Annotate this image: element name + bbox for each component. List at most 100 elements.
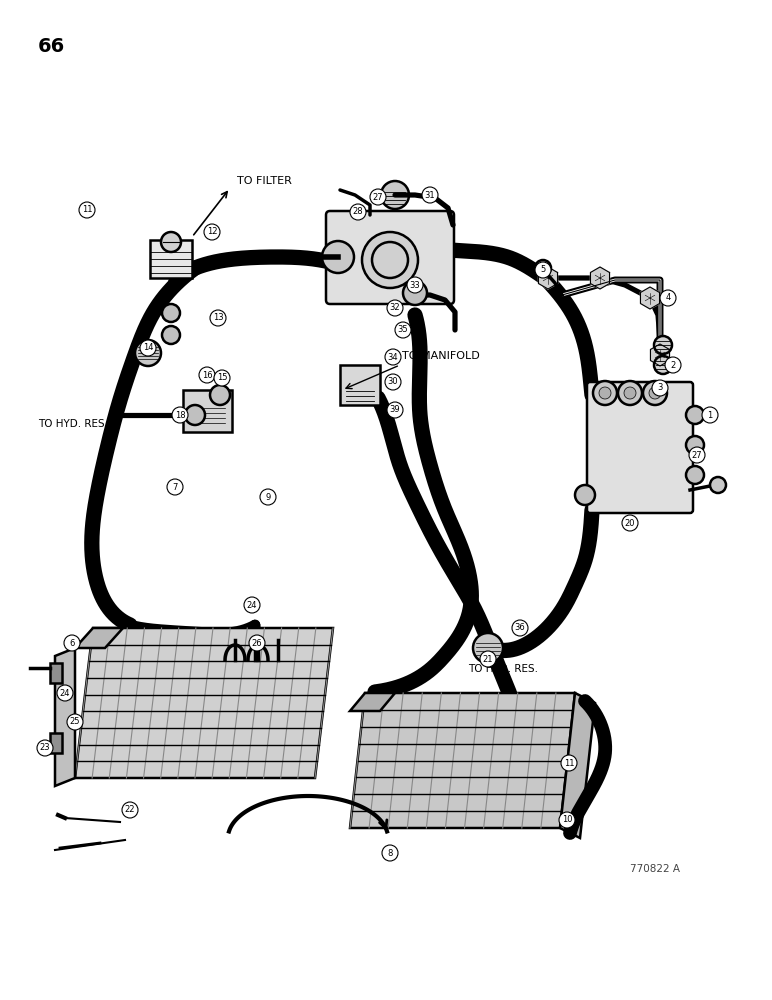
Circle shape (122, 802, 138, 818)
Polygon shape (560, 693, 595, 838)
Text: 10: 10 (562, 816, 572, 824)
Text: 27: 27 (373, 192, 384, 202)
Circle shape (199, 367, 215, 383)
Text: 32: 32 (390, 304, 401, 312)
Text: 16: 16 (201, 370, 212, 379)
Polygon shape (75, 628, 333, 778)
Polygon shape (591, 267, 610, 289)
Circle shape (618, 381, 642, 405)
Text: 20: 20 (625, 518, 635, 528)
Text: 2: 2 (670, 360, 676, 369)
Text: 3: 3 (657, 383, 662, 392)
Text: 31: 31 (425, 190, 435, 200)
Text: 18: 18 (174, 410, 185, 420)
Polygon shape (75, 628, 123, 648)
FancyBboxPatch shape (587, 382, 693, 513)
Text: 14: 14 (143, 344, 154, 353)
FancyBboxPatch shape (340, 365, 380, 405)
Text: TO FILTER: TO FILTER (237, 176, 292, 186)
Text: 36: 36 (515, 624, 526, 633)
Circle shape (535, 260, 551, 276)
Text: 35: 35 (398, 326, 408, 334)
Text: 8: 8 (388, 848, 393, 857)
Circle shape (249, 635, 265, 651)
Circle shape (395, 322, 411, 338)
Circle shape (162, 326, 180, 344)
Circle shape (167, 479, 183, 495)
Circle shape (204, 224, 220, 240)
Circle shape (260, 489, 276, 505)
Circle shape (37, 740, 53, 756)
Text: 21: 21 (482, 654, 493, 664)
Text: 25: 25 (69, 718, 80, 726)
Circle shape (686, 466, 704, 484)
Text: 12: 12 (207, 228, 217, 236)
Circle shape (210, 385, 230, 405)
Polygon shape (539, 267, 557, 289)
Text: 24: 24 (247, 600, 257, 609)
Circle shape (79, 202, 95, 218)
Text: 770822 A: 770822 A (630, 864, 680, 874)
Circle shape (57, 685, 73, 701)
FancyBboxPatch shape (326, 211, 454, 304)
Text: 11: 11 (564, 758, 574, 768)
Circle shape (649, 387, 661, 399)
Circle shape (643, 381, 667, 405)
Circle shape (135, 340, 161, 366)
Text: 30: 30 (388, 377, 398, 386)
Circle shape (185, 405, 205, 425)
Circle shape (161, 232, 181, 252)
Text: 33: 33 (410, 280, 421, 290)
Circle shape (480, 651, 496, 667)
Polygon shape (641, 287, 659, 309)
Text: 1: 1 (707, 410, 713, 420)
Circle shape (535, 262, 551, 278)
Circle shape (559, 812, 575, 828)
Bar (150, 240, 192, 278)
Circle shape (210, 310, 226, 326)
Text: 4: 4 (665, 294, 671, 302)
Circle shape (660, 290, 676, 306)
Circle shape (575, 485, 595, 505)
Circle shape (599, 387, 611, 399)
Circle shape (381, 181, 409, 209)
Circle shape (370, 189, 386, 205)
Circle shape (350, 204, 366, 220)
Circle shape (162, 304, 180, 322)
Circle shape (686, 436, 704, 454)
Circle shape (702, 407, 718, 423)
Text: 15: 15 (217, 373, 227, 382)
Text: 7: 7 (172, 483, 178, 491)
Text: 9: 9 (266, 492, 271, 502)
Text: 28: 28 (353, 208, 364, 217)
FancyBboxPatch shape (183, 390, 232, 432)
Circle shape (593, 381, 617, 405)
Circle shape (385, 349, 401, 365)
Circle shape (652, 380, 668, 396)
Circle shape (686, 406, 704, 424)
Circle shape (710, 477, 726, 493)
Circle shape (172, 407, 188, 423)
Text: 39: 39 (390, 406, 401, 414)
Circle shape (561, 755, 577, 771)
Circle shape (385, 374, 401, 390)
Text: 27: 27 (692, 450, 703, 460)
Circle shape (473, 633, 503, 663)
Polygon shape (350, 693, 395, 711)
Circle shape (624, 387, 636, 399)
Circle shape (689, 447, 705, 463)
Circle shape (362, 232, 418, 288)
Circle shape (322, 241, 354, 273)
Text: 23: 23 (39, 744, 50, 752)
Circle shape (67, 714, 83, 730)
Polygon shape (350, 693, 575, 828)
Circle shape (387, 300, 403, 316)
Text: TO HYD. RES.: TO HYD. RES. (468, 664, 538, 674)
Text: 34: 34 (388, 353, 398, 361)
Text: 66: 66 (38, 37, 66, 56)
Text: 26: 26 (252, 639, 262, 648)
Text: 13: 13 (213, 314, 223, 322)
Circle shape (64, 635, 80, 651)
Circle shape (372, 242, 408, 278)
Text: 5: 5 (540, 265, 546, 274)
